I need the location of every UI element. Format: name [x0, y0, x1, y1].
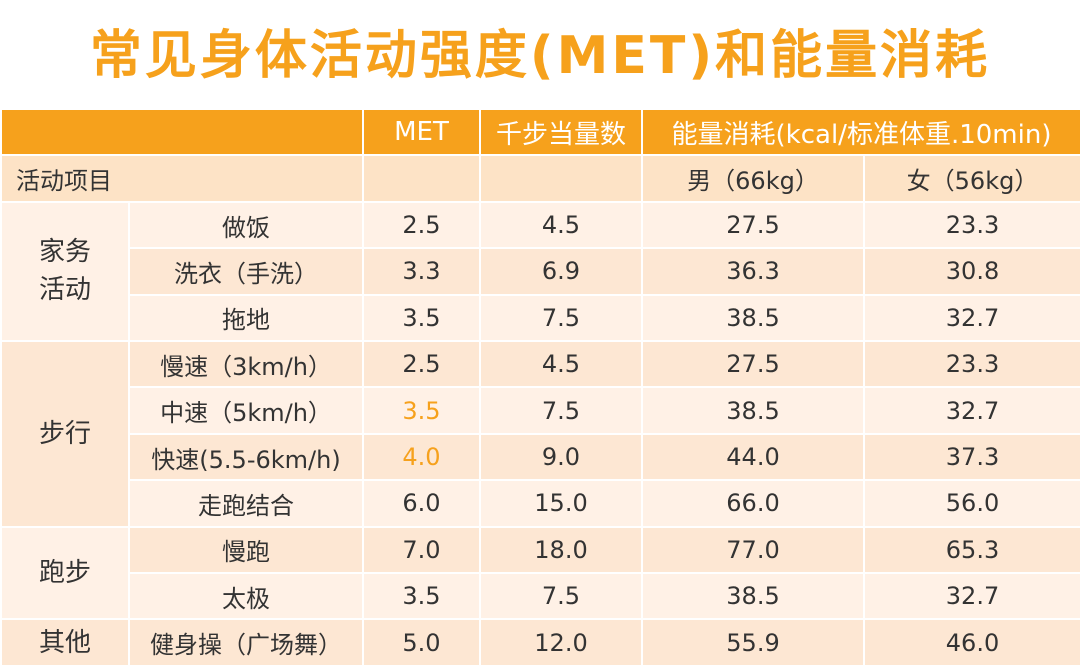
table-row: 步行 慢速（3km/h） 2.5 4.5 27.5 23.3: [0, 340, 1080, 528]
met-value: 5.0: [362, 618, 481, 667]
group-housework: 家务 活动: [0, 200, 130, 343]
table-row: 跑步 慢跑 7.0 18.0 77.0 65.3: [0, 525, 1080, 621]
female-value: 65.3: [863, 525, 1080, 575]
met-value: 2.5: [362, 200, 481, 250]
female-value: 37.3: [863, 432, 1080, 482]
subheader-blank-met: [362, 154, 481, 203]
group-walking: 步行: [0, 340, 130, 528]
header-male: 男（66kg）: [641, 154, 865, 203]
met-value: 4.0: [362, 432, 481, 482]
group-running: 跑步: [0, 525, 130, 621]
met-value: 3.5: [362, 386, 481, 435]
page-title: 常见身体活动强度(MET)和能量消耗: [89, 25, 991, 86]
table-row: 太极 3.5 7.5 38.5 32.7: [1, 572, 1080, 621]
steps-value: 9.0: [479, 432, 643, 482]
male-value: 27.5: [641, 200, 865, 250]
activity-name: 做饭: [128, 200, 364, 250]
female-value: 23.3: [863, 200, 1080, 250]
female-value: 32.7: [863, 386, 1080, 435]
female-value: 46.0: [863, 618, 1080, 667]
male-value: 66.0: [641, 479, 865, 528]
table-row: 走跑结合 6.0 15.0 66.0 56.0: [1, 479, 1080, 528]
male-value: 55.9: [641, 618, 865, 667]
female-value: 56.0: [863, 479, 1080, 528]
header-female: 女（56kg）: [863, 154, 1080, 203]
steps-value: 12.0: [479, 618, 643, 667]
header-steps: 千步当量数: [479, 107, 643, 157]
met-value: 3.5: [362, 293, 481, 343]
header-activity: 活动项目: [0, 154, 364, 203]
female-value: 23.3: [863, 340, 1080, 389]
activity-name: 拖地: [128, 293, 364, 343]
activity-name: 太极: [128, 572, 364, 621]
met-table: MET 千步当量数 能量消耗(kcal/标准体重.10min) 活动项目 男（6…: [0, 107, 1080, 667]
activity-name: 慢速（3km/h）: [128, 340, 364, 389]
steps-value: 4.5: [479, 200, 643, 250]
male-value: 77.0: [641, 525, 865, 575]
activity-name: 快速(5.5-6km/h): [128, 432, 364, 482]
male-value: 27.5: [641, 340, 865, 389]
female-value: 32.7: [863, 572, 1080, 621]
table-row: 拖地 3.5 7.5 38.5 32.7: [1, 293, 1080, 343]
met-value: 3.3: [362, 247, 481, 296]
female-value: 32.7: [863, 293, 1080, 343]
male-value: 38.5: [641, 572, 865, 621]
activity-name: 慢跑: [128, 525, 364, 575]
group-other: 其他: [0, 618, 130, 667]
table-row: 快速(5.5-6km/h) 4.0 9.0 44.0 37.3: [1, 432, 1080, 482]
table-row: 其他 健身操（广场舞） 5.0 12.0 55.9 46.0: [0, 618, 1080, 667]
steps-value: 4.5: [479, 340, 643, 389]
header-row: MET 千步当量数 能量消耗(kcal/标准体重.10min): [0, 107, 1080, 157]
male-value: 36.3: [641, 247, 865, 296]
steps-value: 7.5: [479, 293, 643, 343]
male-value: 38.5: [641, 386, 865, 435]
female-value: 30.8: [863, 247, 1080, 296]
met-value: 2.5: [362, 340, 481, 389]
activity-name: 走跑结合: [128, 479, 364, 528]
header-energy: 能量消耗(kcal/标准体重.10min): [641, 107, 1080, 157]
table-row: 中速（5km/h） 3.5 7.5 38.5 32.7: [1, 386, 1080, 435]
subheader-row: 活动项目 男（66kg） 女（56kg）: [0, 154, 1080, 203]
steps-value: 18.0: [479, 525, 643, 575]
met-value: 6.0: [362, 479, 481, 528]
table-row: 家务 活动 做饭 2.5 4.5 27.5 23.3: [0, 200, 1080, 343]
steps-value: 15.0: [479, 479, 643, 528]
steps-value: 7.5: [479, 572, 643, 621]
activity-name: 洗衣（手洗）: [128, 247, 364, 296]
steps-value: 6.9: [479, 247, 643, 296]
activity-name: 健身操（广场舞）: [128, 618, 364, 667]
activity-name: 中速（5km/h）: [128, 386, 364, 435]
male-value: 44.0: [641, 432, 865, 482]
table-row: 洗衣（手洗） 3.3 6.9 36.3 30.8: [1, 247, 1080, 296]
male-value: 38.5: [641, 293, 865, 343]
header-met: MET: [362, 107, 481, 157]
met-value: 3.5: [362, 572, 481, 621]
header-blank: [0, 107, 364, 157]
steps-value: 7.5: [479, 386, 643, 435]
met-value: 7.0: [362, 525, 481, 575]
subheader-blank-steps: [479, 154, 643, 203]
